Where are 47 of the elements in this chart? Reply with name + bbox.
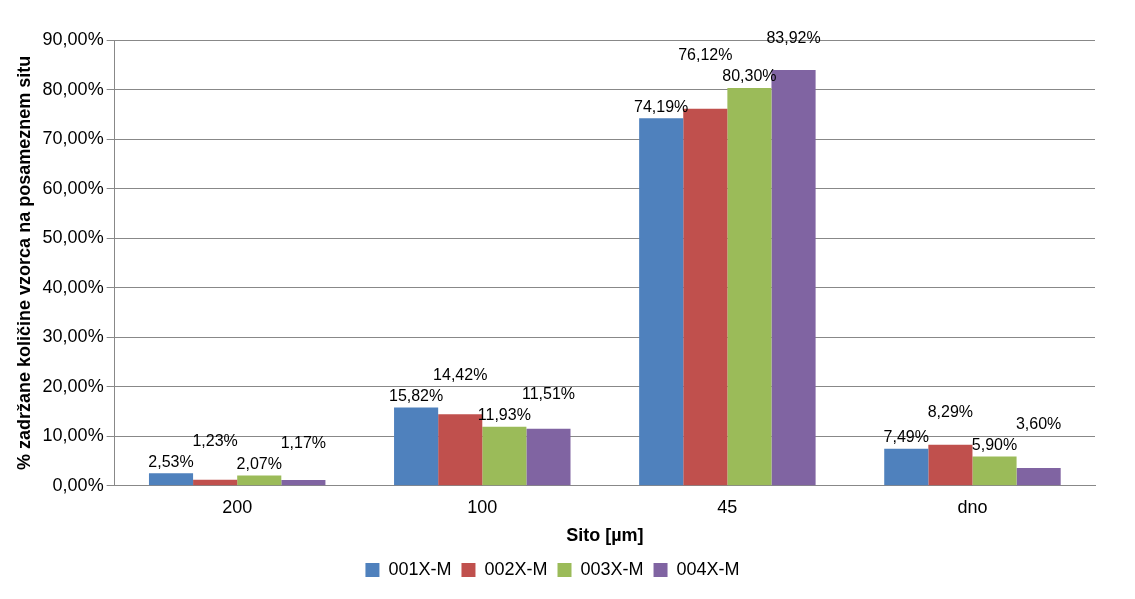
bar bbox=[884, 448, 929, 486]
x-axis-title: Sito [µm] bbox=[566, 525, 644, 546]
bar bbox=[148, 473, 194, 486]
data-label: 2,53% bbox=[148, 452, 194, 470]
y-tick-label: 70,00% bbox=[42, 128, 104, 149]
legend-label: 003X-M bbox=[580, 558, 644, 579]
y-tick-label: 50,00% bbox=[42, 227, 104, 248]
data-label: 11,51% bbox=[521, 385, 575, 403]
x-tick-label: 100 bbox=[467, 496, 498, 517]
y-tick-label: 60,00% bbox=[42, 177, 104, 198]
bar bbox=[727, 88, 772, 486]
bar bbox=[1016, 467, 1061, 486]
data-label: 11,93% bbox=[477, 406, 531, 424]
data-label: 76,12% bbox=[678, 46, 733, 64]
bar bbox=[972, 456, 1017, 486]
bar bbox=[237, 475, 282, 486]
x-tick-label: 45 bbox=[717, 496, 738, 517]
y-axis-title: % zadržane količine vzorca na posameznem situ bbox=[13, 55, 34, 470]
y-tick-label: 0,00% bbox=[52, 474, 104, 495]
x-tick-label: dno bbox=[957, 496, 988, 517]
legend-label: 001X-M bbox=[388, 558, 452, 579]
y-tick-label: 80,00% bbox=[42, 78, 104, 99]
legend-label: 004X-M bbox=[676, 558, 740, 579]
data-label: 7,49% bbox=[883, 428, 929, 446]
bar bbox=[281, 480, 326, 486]
bar bbox=[928, 444, 973, 486]
data-label: 3,60% bbox=[1015, 414, 1062, 432]
y-tick-label: 40,00% bbox=[42, 276, 104, 297]
data-label: 8,29% bbox=[927, 403, 974, 421]
bar bbox=[639, 118, 684, 486]
y-tick-label: 10,00% bbox=[42, 425, 104, 446]
bar bbox=[394, 407, 439, 486]
y-tick-label: 20,00% bbox=[42, 375, 104, 396]
legend-label: 002X-M bbox=[484, 558, 548, 579]
data-label: 2,07% bbox=[236, 454, 282, 472]
bar bbox=[526, 428, 571, 486]
data-label: 1,23% bbox=[192, 431, 238, 449]
data-label: 74,19% bbox=[634, 97, 689, 115]
data-label: 1,17% bbox=[280, 433, 327, 451]
x-tick-label: 200 bbox=[222, 496, 253, 517]
data-label: 15,82% bbox=[388, 386, 444, 404]
data-label: 83,92% bbox=[766, 28, 821, 46]
data-label: 5,90% bbox=[971, 435, 1018, 453]
data-label: 14,42% bbox=[433, 365, 488, 383]
bar bbox=[482, 426, 527, 486]
y-tick-label: 30,00% bbox=[42, 326, 104, 347]
y-tick-label: 90,00% bbox=[42, 28, 104, 49]
